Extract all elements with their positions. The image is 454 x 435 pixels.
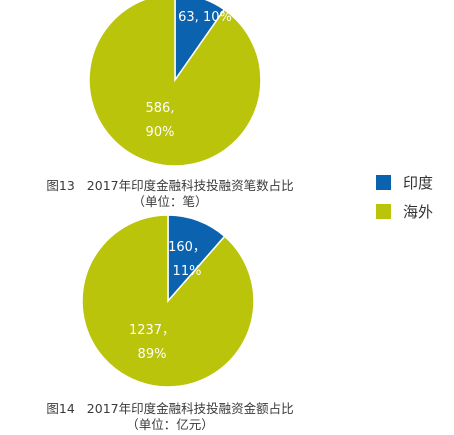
chart-1-data-label-overseas-1: 586, <box>146 101 175 116</box>
legend-swatch-india <box>376 175 391 190</box>
legend-swatch-overseas <box>376 204 391 219</box>
chart-2-data-label-india-2: 11% <box>173 264 202 279</box>
chart-1-data-label-overseas-2: 90% <box>146 125 175 140</box>
legend-label-india: 印度 <box>403 174 434 192</box>
legend-item-india: 印度 <box>376 168 433 197</box>
chart-1-unit: （单位：笔） <box>132 194 208 209</box>
chart-2-unit: （单位：亿元） <box>126 417 214 432</box>
chart-2-slice-india <box>167 214 226 303</box>
chart-2-title: 2017年印度金融科技投融资金额占比 <box>86 401 294 416</box>
chart-2-data-label-india-1: 160， <box>168 240 206 255</box>
legend-label-overseas: 海外 <box>403 203 434 221</box>
chart-1-title: 2017年印度金融科技投融资笔数占比 <box>86 178 294 193</box>
chart-1-data-label-india-1: 63, 10% <box>178 10 232 25</box>
chart-2-figure-number: 图14 <box>46 401 75 416</box>
chart-2-data-label-overseas-1: 1237， <box>129 323 175 338</box>
chart-1-figure-number: 图13 <box>46 178 75 193</box>
chart-2-slice-overseas <box>81 214 255 388</box>
legend: 印度 海外 <box>376 168 433 226</box>
chart-1-caption: 图13 2017年印度金融科技投融资笔数占比 （单位：笔） <box>30 178 310 210</box>
legend-item-overseas: 海外 <box>376 197 433 226</box>
chart-2-data-label-overseas-2: 89% <box>138 347 167 362</box>
chart-2-caption: 图14 2017年印度金融科技投融资金额占比 （单位：亿元） <box>30 401 310 433</box>
chart-1-slice-overseas <box>88 0 262 167</box>
